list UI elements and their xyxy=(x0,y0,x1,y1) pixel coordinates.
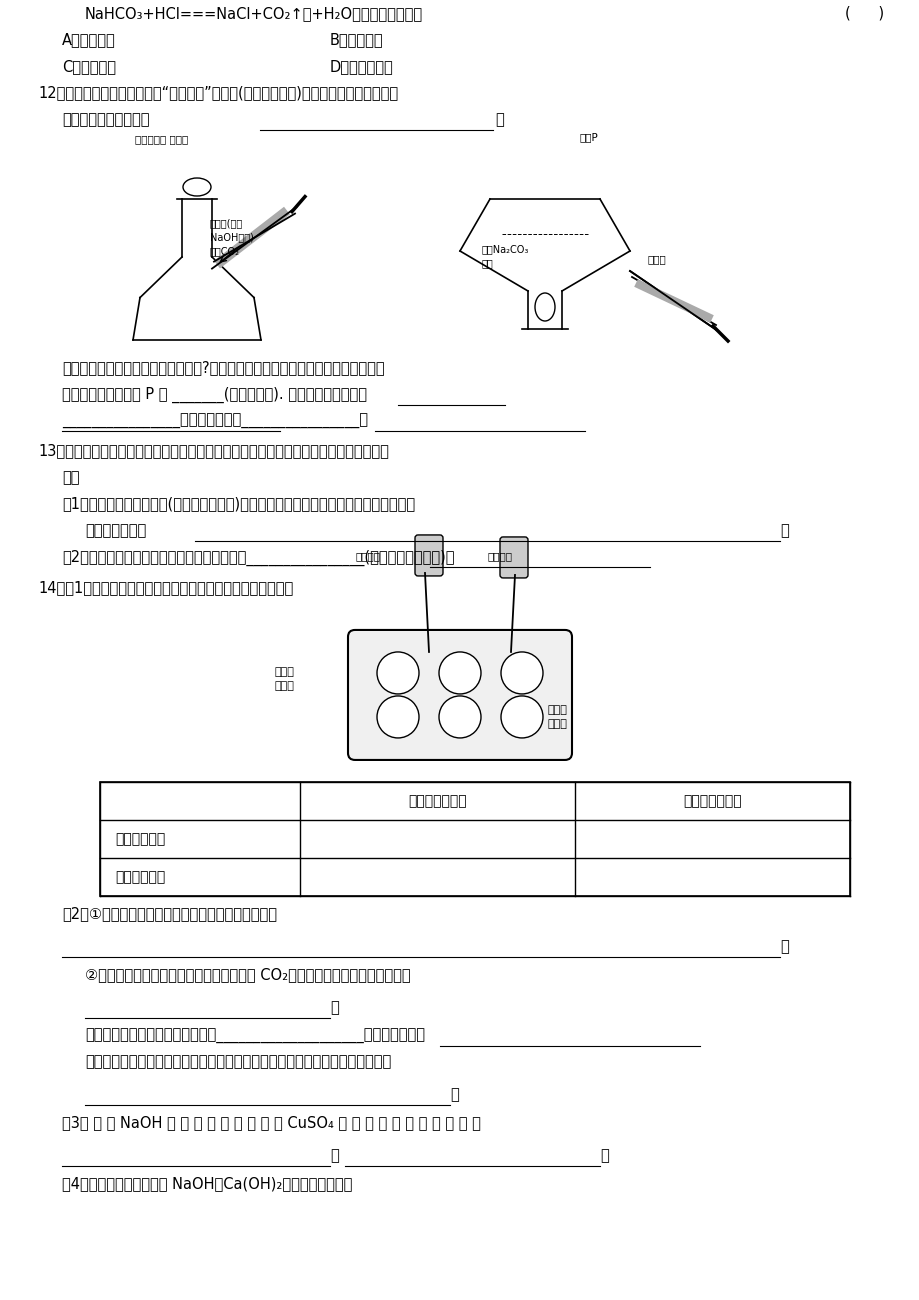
Text: 氮氧化钓溶液: 氮氧化钓溶液 xyxy=(115,832,165,846)
Text: 酸酞试液: 酸酞试液 xyxy=(355,551,380,562)
Text: 饱和Na₂CO₃: 饱和Na₂CO₃ xyxy=(482,244,528,254)
Ellipse shape xyxy=(183,178,210,196)
Text: 。: 。 xyxy=(599,1148,608,1164)
Text: 该反应的化学方程式是: 该反应的化学方程式是 xyxy=(62,112,150,127)
Circle shape xyxy=(438,653,481,694)
Text: 氮氧化: 氮氧化 xyxy=(275,667,295,677)
Text: ②氮氧化钓在空气中不仅吸收水分，还会与 CO₂反应，写出反应的化学方程式：: ②氮氧化钓在空气中不仅吸收水分，还会与 CO₂反应，写出反应的化学方程式： xyxy=(85,967,410,982)
Text: 13．紫葡萄的表皮上常附着一些浅蓝色的斜点，这是为防治葡萄等作物病害喷洒的波尔多: 13．紫葡萄的表皮上常附着一些浅蓝色的斜点，这是为防治葡萄等作物病害喷洒的波尔多 xyxy=(38,443,389,459)
FancyBboxPatch shape xyxy=(414,536,443,576)
Text: 。: 。 xyxy=(779,939,788,954)
Circle shape xyxy=(501,653,542,694)
Text: 充满CO₂: 充满CO₂ xyxy=(210,246,240,256)
Text: 液。: 液。 xyxy=(62,471,79,485)
Text: 14．（1）如下图所示，在白色点滴板上进行实验并观察现象。: 14．（1）如下图所示，在白色点滴板上进行实验并观察现象。 xyxy=(38,580,293,595)
Text: 加无色酚酞试液: 加无色酚酞试液 xyxy=(683,794,741,809)
Circle shape xyxy=(377,696,418,738)
Text: 讨论：上面两个反应的共同之处是____________________。三氧化硫与碑: 讨论：上面两个反应的共同之处是____________________。三氧化硫… xyxy=(85,1030,425,1044)
Text: 的反应与上面的两个反应类似，试写出三氧化硫与氮氧化钓反应的化学方程式：: 的反应与上面的两个反应类似，试写出三氧化硫与氮氧化钓反应的化学方程式： xyxy=(85,1054,391,1070)
Text: C．置换反应: C．置换反应 xyxy=(62,58,116,74)
Text: （2）①回忆检验二氧化碳的反应，写出化学方程式：: （2）①回忆检验二氧化碳的反应，写出化学方程式： xyxy=(62,906,277,920)
FancyBboxPatch shape xyxy=(499,537,528,578)
Text: 、: 、 xyxy=(330,1148,338,1164)
Text: A．化合反应: A．化合反应 xyxy=(62,32,116,48)
Text: NaOH溶液): NaOH溶液) xyxy=(210,231,254,242)
Text: NaHCO₃+HCl===NaCl+CO₂↑十+H₂O。该反应类型属于: NaHCO₃+HCl===NaCl+CO₂↑十+H₂O。该反应类型属于 xyxy=(85,6,423,21)
Text: （3） 写 出 NaOH 溶 液 和 石 灰 水 分 别 与 CuSO₄ 溶 液 反 应 的 化 学 方 程 式 ：: （3） 写 出 NaOH 溶 液 和 石 灰 水 分 别 与 CuSO₄ 溶 液… xyxy=(62,1115,481,1130)
Text: (      ): ( ) xyxy=(844,6,883,21)
Text: 12．小勇在化学晚会上观看了“瓶吞鸡蛋”的魔术(如左下图所示)，看到鸡蛋被吞进瓶内。: 12．小勇在化学晚会上观看了“瓶吞鸡蛋”的魔术(如左下图所示)，看到鸡蛋被吞进瓶… xyxy=(38,86,398,100)
Bar xyxy=(100,783,849,896)
Text: 石蕉试液: 石蕉试液 xyxy=(487,551,513,562)
Text: 出来。他加入的试剂 P 是 _______(写溶液名称). 反应的化学方程式是: 出来。他加入的试剂 P 是 _______(写溶液名称). 反应的化学方程式是 xyxy=(62,386,367,403)
Text: 推活塞: 推活塞 xyxy=(647,254,666,264)
Text: 钓溶液: 钓溶液 xyxy=(275,681,295,692)
Circle shape xyxy=(377,653,418,694)
Text: 钓溶液: 钓溶液 xyxy=(548,719,567,729)
Circle shape xyxy=(501,696,542,738)
Text: 氮氧化: 氮氧化 xyxy=(548,705,567,715)
Text: D．复分解反应: D．复分解反应 xyxy=(330,58,393,74)
Text: （4）通过以上实验归纳出 NaOH、Ca(OH)₂相似的化学性质。: （4）通过以上实验归纳出 NaOH、Ca(OH)₂相似的化学性质。 xyxy=(62,1176,352,1191)
Ellipse shape xyxy=(535,292,554,321)
Text: ________________，吐蛋的原理是________________。: ________________，吐蛋的原理是________________。 xyxy=(62,415,368,429)
Text: 的化学方程式：: 的化学方程式： xyxy=(85,523,146,538)
Text: 溶液: 溶液 xyxy=(482,257,494,268)
Text: （2）在酸制波尔多液时，不能用铁桶的原因是________________(用化学方程式表示)。: （2）在酸制波尔多液时，不能用铁桶的原因是________________(用化… xyxy=(62,550,454,566)
Text: 注射器(装有: 注射器(装有 xyxy=(210,218,243,227)
Text: 。: 。 xyxy=(494,112,504,127)
Text: 。: 。 xyxy=(330,1000,338,1015)
FancyBboxPatch shape xyxy=(347,630,572,760)
Text: 试剂P: 试剂P xyxy=(579,133,598,142)
Text: 小勇思考：瓶能吞蛋，能不能吐蛋呢?他进行了如右上图所示的实验，结果鸡蛋吐了: 小勇思考：瓶能吞蛋，能不能吐蛋呢?他进行了如右上图所示的实验，结果鸡蛋吐了 xyxy=(62,360,384,374)
Text: 加紫色石蕉试液: 加紫色石蕉试液 xyxy=(408,794,466,809)
Text: 。: 。 xyxy=(449,1088,459,1102)
Text: 氮氧化钓溶液: 氮氧化钓溶液 xyxy=(115,870,165,884)
Circle shape xyxy=(438,696,481,738)
Text: B．分解反应: B．分解反应 xyxy=(330,32,383,48)
Text: （1）波尔多液是用石灰乳(熟石灰的悬浊液)与硫酸锐溶液混合配制而成的。请写出该反应: （1）波尔多液是用石灰乳(熟石灰的悬浊液)与硫酸锐溶液混合配制而成的。请写出该反… xyxy=(62,497,414,511)
Text: 去壳熟鸡蛋 推活塞: 去壳熟鸡蛋 推活塞 xyxy=(135,134,188,144)
Text: 。: 。 xyxy=(779,523,788,538)
